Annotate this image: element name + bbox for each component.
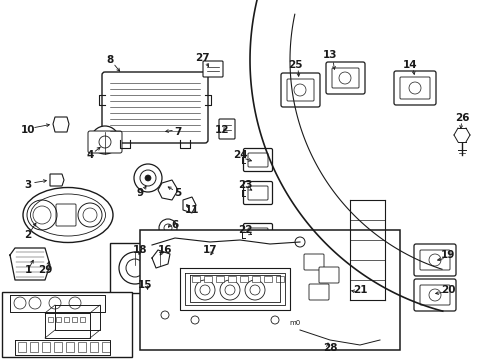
- FancyBboxPatch shape: [140, 230, 399, 350]
- FancyBboxPatch shape: [339, 268, 373, 312]
- FancyBboxPatch shape: [346, 274, 367, 306]
- FancyBboxPatch shape: [318, 267, 338, 283]
- FancyBboxPatch shape: [64, 317, 69, 322]
- FancyBboxPatch shape: [80, 317, 85, 322]
- FancyBboxPatch shape: [413, 279, 455, 311]
- FancyBboxPatch shape: [264, 276, 271, 282]
- Text: 3: 3: [24, 180, 32, 190]
- FancyBboxPatch shape: [219, 119, 235, 139]
- Text: 28: 28: [322, 343, 337, 353]
- Circle shape: [134, 164, 162, 192]
- Circle shape: [119, 252, 151, 284]
- FancyBboxPatch shape: [56, 317, 61, 322]
- Text: 16: 16: [158, 245, 172, 255]
- Circle shape: [220, 280, 240, 300]
- Text: 21: 21: [352, 285, 366, 295]
- FancyBboxPatch shape: [102, 342, 110, 352]
- Circle shape: [244, 280, 264, 300]
- FancyBboxPatch shape: [42, 342, 50, 352]
- FancyBboxPatch shape: [304, 254, 324, 270]
- FancyBboxPatch shape: [399, 77, 429, 99]
- Circle shape: [159, 219, 177, 237]
- Text: 19: 19: [440, 250, 454, 260]
- Text: 9: 9: [136, 188, 143, 198]
- FancyBboxPatch shape: [227, 276, 236, 282]
- Text: 27: 27: [194, 53, 209, 63]
- FancyBboxPatch shape: [413, 244, 455, 276]
- Text: 1: 1: [24, 265, 32, 275]
- Text: 14: 14: [402, 60, 416, 70]
- Text: m0: m0: [289, 320, 300, 326]
- FancyBboxPatch shape: [243, 148, 272, 171]
- Circle shape: [195, 280, 215, 300]
- Text: 6: 6: [171, 220, 178, 230]
- FancyBboxPatch shape: [325, 62, 364, 94]
- FancyBboxPatch shape: [78, 342, 86, 352]
- FancyBboxPatch shape: [2, 292, 132, 357]
- FancyBboxPatch shape: [110, 243, 190, 293]
- Text: 5: 5: [174, 188, 181, 198]
- Circle shape: [200, 250, 216, 266]
- Text: 18: 18: [132, 245, 147, 255]
- Text: 29: 29: [38, 265, 52, 275]
- Text: 8: 8: [106, 55, 113, 65]
- Polygon shape: [53, 117, 69, 132]
- Polygon shape: [183, 197, 196, 213]
- FancyBboxPatch shape: [90, 342, 98, 352]
- FancyBboxPatch shape: [216, 276, 224, 282]
- Text: 2: 2: [24, 230, 32, 240]
- FancyBboxPatch shape: [251, 276, 260, 282]
- Text: 11: 11: [184, 205, 199, 215]
- FancyBboxPatch shape: [203, 276, 212, 282]
- Text: 7: 7: [174, 127, 182, 137]
- FancyBboxPatch shape: [30, 342, 38, 352]
- FancyBboxPatch shape: [281, 73, 319, 107]
- Text: 10: 10: [20, 125, 35, 135]
- FancyBboxPatch shape: [48, 317, 53, 322]
- Text: 12: 12: [214, 125, 229, 135]
- FancyBboxPatch shape: [192, 276, 200, 282]
- FancyBboxPatch shape: [419, 250, 449, 270]
- FancyBboxPatch shape: [247, 153, 267, 167]
- Text: 20: 20: [440, 285, 454, 295]
- Text: 25: 25: [287, 60, 302, 70]
- Polygon shape: [158, 180, 178, 200]
- Text: 4: 4: [86, 150, 94, 160]
- FancyBboxPatch shape: [243, 181, 272, 204]
- Text: 15: 15: [138, 280, 152, 290]
- FancyBboxPatch shape: [54, 342, 62, 352]
- Circle shape: [143, 252, 176, 284]
- FancyBboxPatch shape: [247, 228, 267, 242]
- Text: 17: 17: [202, 245, 217, 255]
- Text: 26: 26: [454, 113, 468, 123]
- FancyBboxPatch shape: [88, 131, 122, 153]
- Text: 22: 22: [237, 225, 252, 235]
- Circle shape: [145, 175, 151, 181]
- FancyBboxPatch shape: [308, 284, 328, 300]
- Polygon shape: [50, 174, 64, 186]
- FancyBboxPatch shape: [240, 276, 247, 282]
- Text: 24: 24: [232, 150, 247, 160]
- FancyBboxPatch shape: [275, 276, 284, 282]
- FancyBboxPatch shape: [419, 285, 449, 305]
- FancyBboxPatch shape: [331, 68, 358, 88]
- FancyBboxPatch shape: [72, 317, 77, 322]
- FancyBboxPatch shape: [286, 79, 313, 101]
- FancyBboxPatch shape: [66, 342, 74, 352]
- FancyBboxPatch shape: [203, 61, 223, 77]
- FancyBboxPatch shape: [18, 342, 26, 352]
- Text: 23: 23: [237, 180, 252, 190]
- Text: 13: 13: [322, 50, 337, 60]
- FancyBboxPatch shape: [247, 186, 267, 200]
- FancyBboxPatch shape: [393, 71, 435, 105]
- Circle shape: [91, 126, 119, 154]
- FancyBboxPatch shape: [243, 224, 272, 247]
